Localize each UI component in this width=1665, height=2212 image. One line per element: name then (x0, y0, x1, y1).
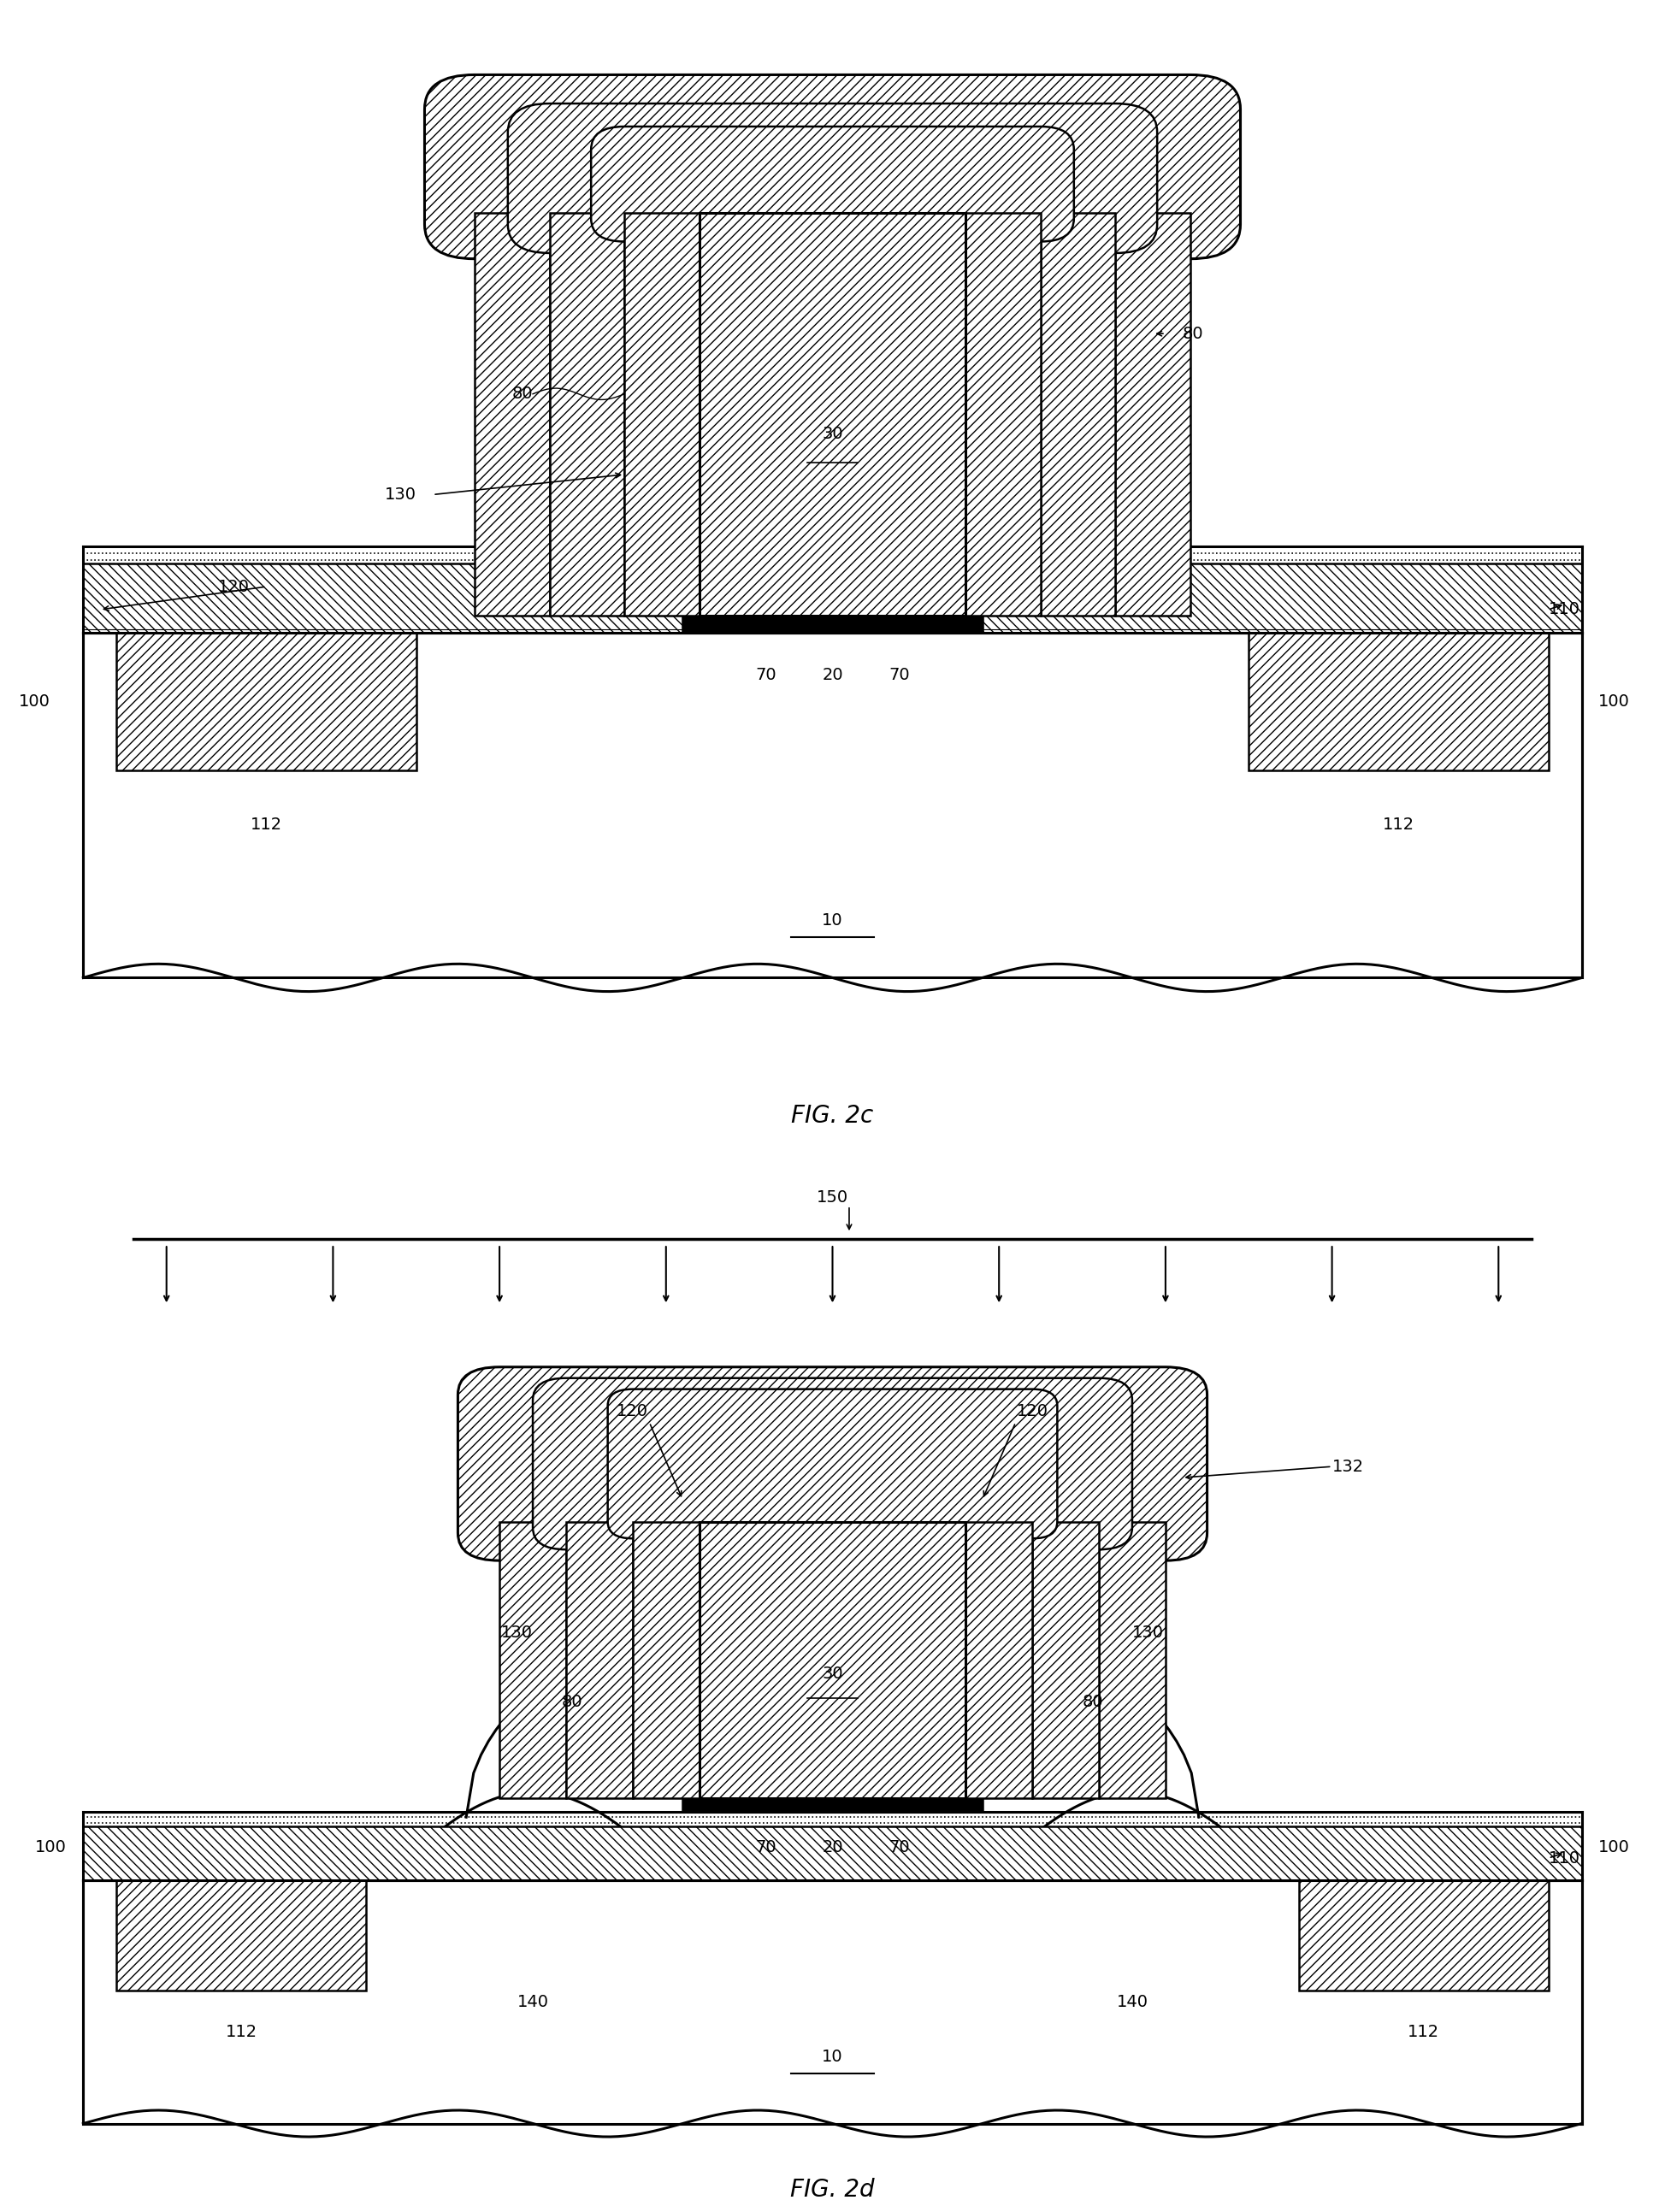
Bar (633, 1522, 699, 1798)
FancyBboxPatch shape (117, 633, 416, 770)
Bar (549, 212, 624, 615)
Bar (566, 1522, 633, 1798)
Bar (699, 212, 966, 615)
Text: 130: 130 (1132, 1624, 1164, 1641)
FancyBboxPatch shape (508, 104, 1157, 252)
Text: 150: 150 (816, 1190, 849, 1206)
Bar (83, 564, 1582, 633)
Text: 80: 80 (1082, 1694, 1104, 1710)
FancyBboxPatch shape (458, 1367, 1207, 1562)
Text: 112: 112 (250, 816, 283, 834)
Bar (1116, 212, 1190, 615)
Text: 30: 30 (823, 427, 842, 442)
Text: 130: 130 (385, 487, 416, 502)
Text: 80: 80 (1182, 325, 1204, 341)
Bar (475, 212, 549, 615)
Bar (1099, 1522, 1166, 1798)
Bar (500, 1522, 566, 1798)
Bar (1041, 212, 1116, 615)
Text: 110: 110 (1548, 1849, 1580, 1867)
Text: 112: 112 (225, 2024, 258, 2039)
Text: 10: 10 (823, 911, 842, 929)
Text: 80: 80 (561, 1694, 583, 1710)
Bar (966, 1522, 1032, 1798)
Bar (699, 212, 966, 615)
Text: 70: 70 (889, 668, 909, 684)
Text: 20: 20 (823, 668, 842, 684)
FancyBboxPatch shape (425, 75, 1240, 259)
Text: 120: 120 (1016, 1402, 1049, 1420)
Text: 110: 110 (1548, 602, 1580, 617)
Text: 120: 120 (616, 1402, 649, 1420)
Text: 120: 120 (218, 580, 250, 595)
Text: 70: 70 (889, 1840, 909, 1856)
Bar (683, 615, 982, 633)
Text: 70: 70 (756, 1840, 776, 1856)
Bar (624, 212, 699, 615)
Text: 80: 80 (511, 385, 533, 403)
Bar (683, 1798, 982, 1812)
FancyBboxPatch shape (608, 1389, 1057, 1540)
Text: 30: 30 (823, 1666, 842, 1681)
Bar (1032, 1522, 1099, 1798)
Text: 112: 112 (1382, 816, 1415, 834)
Bar (966, 212, 1041, 615)
Bar (83, 633, 1582, 978)
Text: 20: 20 (823, 1840, 842, 1856)
Text: FIG. 2c: FIG. 2c (791, 1104, 874, 1128)
Text: 100: 100 (18, 695, 50, 710)
FancyBboxPatch shape (117, 1880, 366, 1991)
Text: 112: 112 (1407, 2024, 1440, 2039)
Text: FIG. 2d: FIG. 2d (791, 2179, 874, 2201)
Text: 140: 140 (516, 1993, 549, 2011)
FancyBboxPatch shape (533, 1378, 1132, 1548)
Text: 130: 130 (501, 1624, 533, 1641)
FancyBboxPatch shape (591, 126, 1074, 241)
FancyBboxPatch shape (1299, 1880, 1548, 1991)
Text: 70: 70 (756, 668, 776, 684)
FancyBboxPatch shape (1249, 633, 1548, 770)
Bar (83, 1827, 1582, 1880)
Text: 100: 100 (35, 1838, 67, 1856)
Bar (83, 1880, 1582, 2124)
Text: 10: 10 (823, 2048, 842, 2066)
Text: 140: 140 (1116, 1993, 1149, 2011)
Text: 100: 100 (1598, 1838, 1630, 1856)
Text: 132: 132 (1332, 1458, 1364, 1475)
Text: 100: 100 (1598, 695, 1630, 710)
Bar (699, 1522, 966, 1798)
